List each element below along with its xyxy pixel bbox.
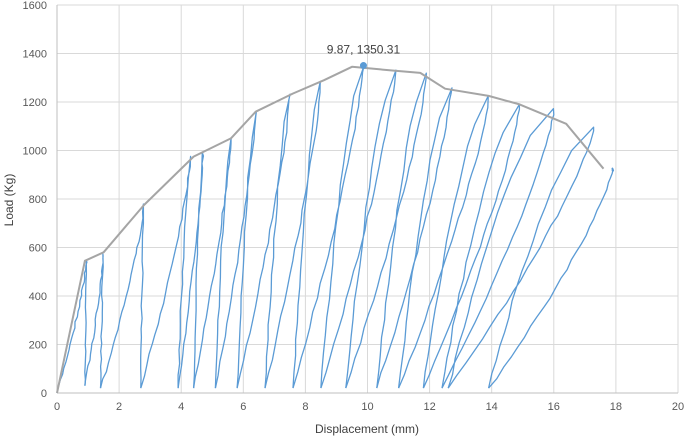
- cyclic-loop-10: [292, 65, 365, 389]
- y-tick-labels: 0 200 400 600 800 1000 1200 1400 1600: [23, 0, 47, 400]
- x-tick-labels: 0 2 4 6 8 10 12 14 16 18 20: [54, 401, 684, 413]
- cyclic-loop-18: [488, 167, 615, 389]
- x-tick-label: 18: [610, 401, 622, 413]
- y-tick-label: 400: [29, 291, 47, 303]
- cyclic-loop-1: [56, 259, 88, 394]
- cyclic-loop-12: [345, 72, 427, 389]
- y-tick-label: 800: [29, 194, 47, 206]
- cyclic-load-series: [56, 65, 615, 394]
- cyclic-loop-5: [177, 151, 205, 389]
- cyclic-loop-7: [214, 111, 257, 389]
- x-tick-label: 2: [116, 401, 122, 413]
- x-tick-label: 8: [302, 401, 308, 413]
- cyclic-loop-15: [422, 103, 521, 389]
- cyclic-loop-8: [236, 93, 291, 389]
- x-tick-label: 4: [178, 401, 184, 413]
- axes: [56, 5, 678, 394]
- cyclic-loop-3: [99, 203, 145, 389]
- y-tick-label: 1600: [23, 0, 47, 12]
- x-tick-label: 0: [54, 401, 60, 413]
- peak-annotation-group: 9.87, 1350.31: [327, 43, 401, 70]
- x-tick-label: 20: [672, 401, 684, 413]
- cyclic-loop-17: [447, 126, 595, 389]
- x-tick-label: 14: [486, 401, 498, 413]
- cyclic-loop-13: [376, 87, 453, 389]
- envelope-line: [56, 65, 605, 394]
- x-tick-label: 10: [361, 401, 373, 413]
- y-tick-label: 0: [41, 388, 47, 400]
- cyclic-loop-9: [264, 80, 321, 389]
- y-tick-label: 1400: [23, 49, 47, 61]
- y-axis-label: Load (Kg): [2, 174, 16, 227]
- y-tick-label: 1000: [23, 146, 47, 158]
- y-tick-label: 1200: [23, 97, 47, 109]
- x-tick-label: 6: [240, 401, 246, 413]
- cyclic-loop-16: [441, 108, 555, 389]
- cyclic-loop-14: [398, 95, 489, 389]
- cyclic-loop-6: [192, 137, 232, 389]
- y-tick-label: 600: [29, 243, 47, 255]
- cyclic-loop-11: [320, 69, 397, 389]
- peak-annotation: 9.87, 1350.31: [327, 43, 401, 57]
- x-tick-label: 16: [548, 401, 560, 413]
- x-axis-label: Displacement (mm): [315, 422, 419, 436]
- x-tick-label: 12: [423, 401, 435, 413]
- cyclic-loop-2: [84, 253, 104, 389]
- cyclic-loop-4: [140, 155, 192, 389]
- y-tick-label: 200: [29, 340, 47, 352]
- envelope-series: [56, 65, 605, 394]
- peak-point: [359, 62, 367, 70]
